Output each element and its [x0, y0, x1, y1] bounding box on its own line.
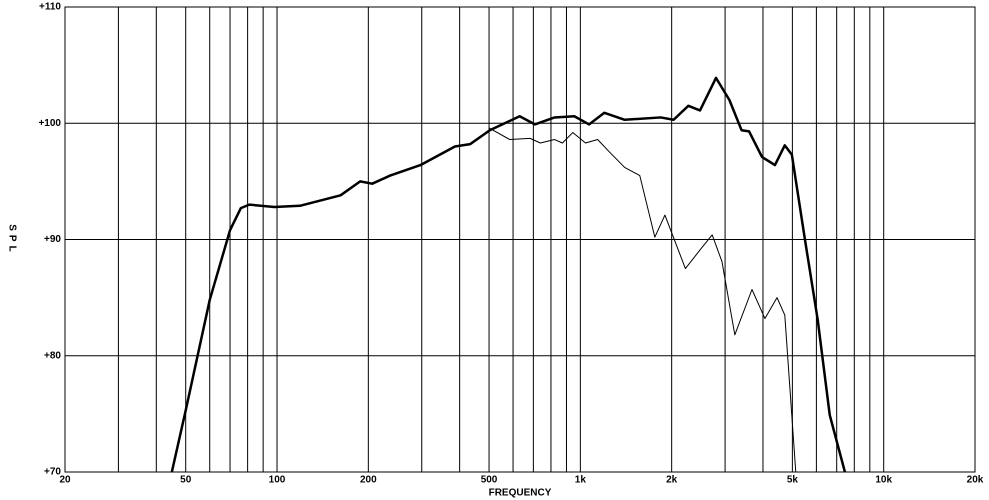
y-axis-label: SPL	[6, 224, 17, 255]
x-tick-label: 5k	[787, 475, 799, 486]
x-tick-label: 500	[481, 475, 498, 486]
x-tick-label: 10k	[875, 475, 892, 486]
x-tick-label: 200	[360, 475, 377, 486]
x-tick-label: 20k	[967, 475, 984, 486]
x-tick-label: 50	[180, 475, 192, 486]
x-tick-label: 20	[59, 475, 71, 486]
x-tick-label: 2k	[666, 475, 678, 486]
y-tick-label: +70	[44, 467, 61, 478]
response-line	[488, 127, 797, 473]
x-tick-label: 1k	[575, 475, 587, 486]
x-axis-label: FREQUENCY	[489, 488, 552, 499]
y-tick-label: +110	[39, 2, 61, 13]
y-tick-label: +80	[44, 350, 61, 361]
x-tick-label: 100	[269, 475, 286, 486]
y-tick-label: +90	[44, 234, 61, 245]
response-line	[170, 76, 847, 473]
y-tick-label: +100	[38, 118, 61, 129]
